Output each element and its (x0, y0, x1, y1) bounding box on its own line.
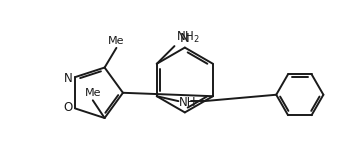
Text: Me: Me (84, 88, 101, 98)
Text: N: N (180, 32, 190, 45)
Text: N: N (64, 72, 73, 85)
Text: NH$_2$: NH$_2$ (176, 30, 200, 45)
Text: NH: NH (180, 96, 197, 109)
Text: O: O (64, 101, 73, 114)
Text: Me: Me (108, 36, 125, 46)
